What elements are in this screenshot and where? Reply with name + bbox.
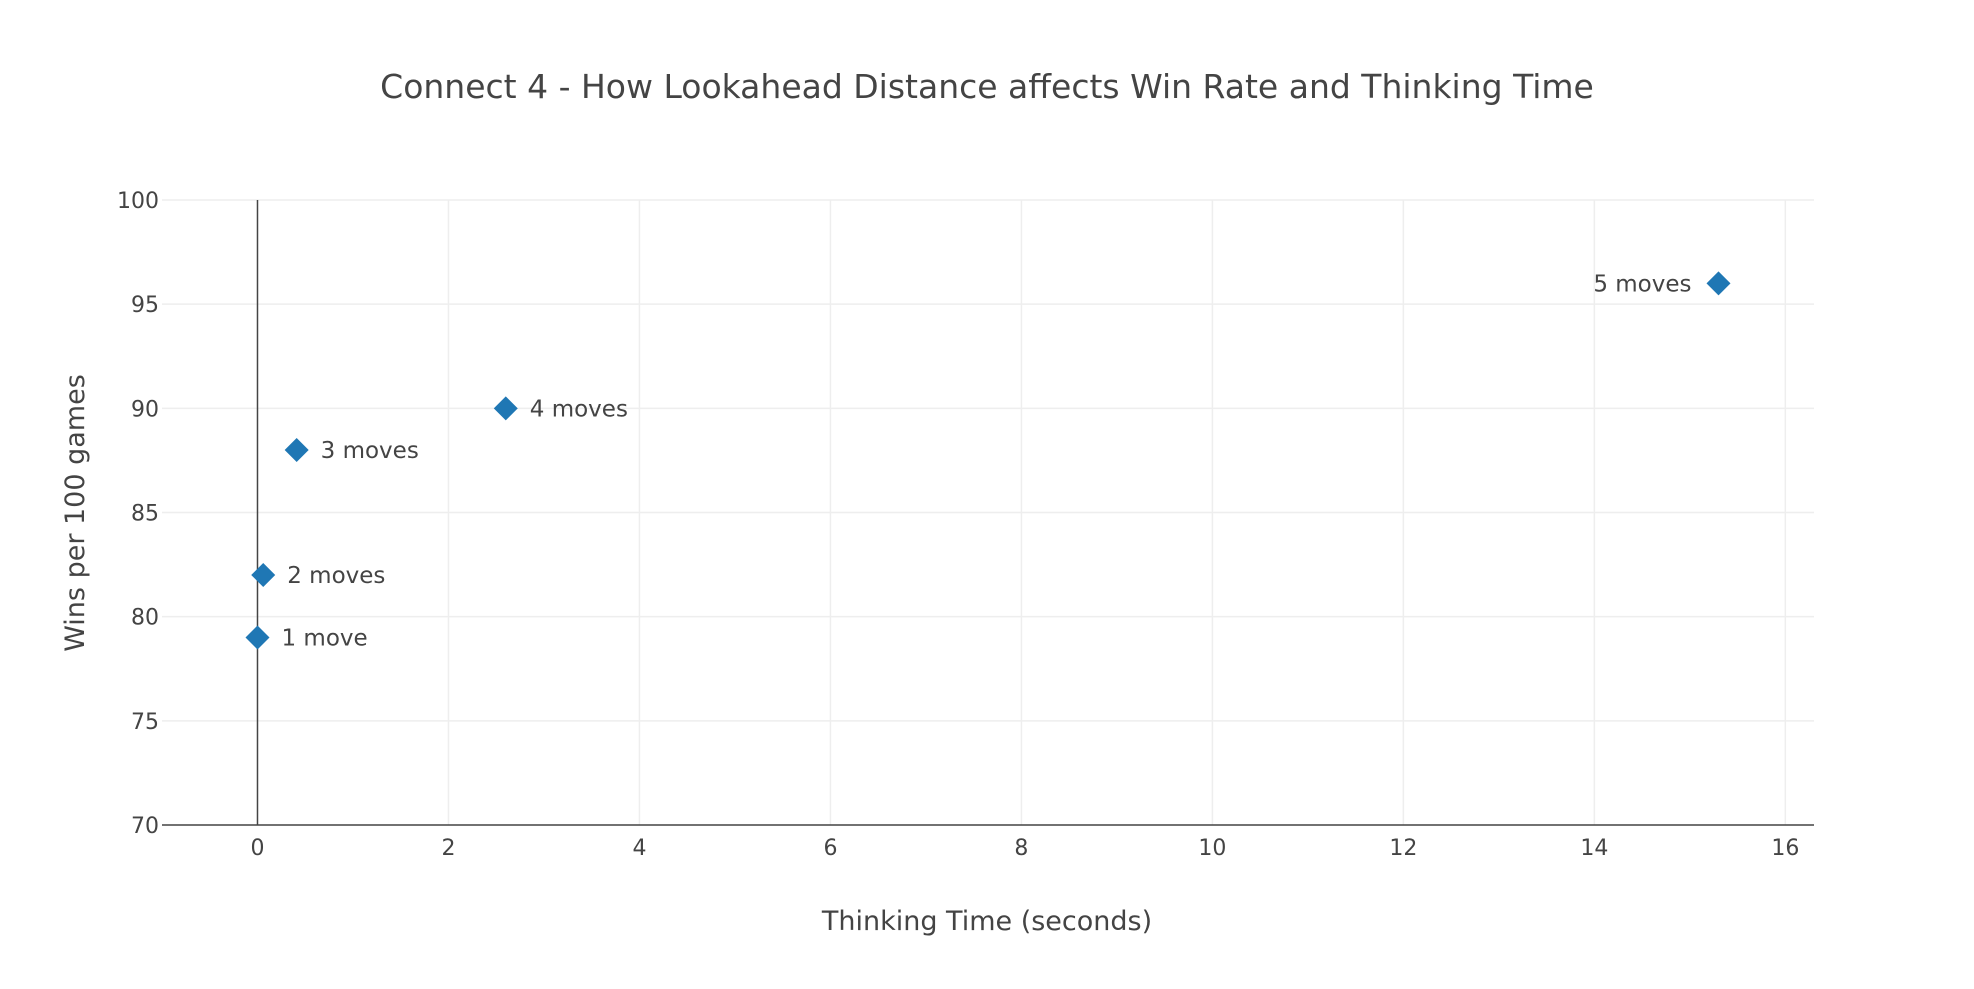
x-axis-title: Thinking Time (seconds) (821, 906, 1152, 937)
y-tick-label: 75 (131, 710, 159, 735)
gridlines (162, 199, 1814, 825)
x-tick-label: 2 (441, 836, 455, 861)
tick-labels: 0 2 4 6 8 10 12 14 16 70 75 80 85 90 95 100 (117, 189, 1799, 861)
data-point-label: 1 move (281, 626, 367, 652)
data-point-label: 5 moves (1593, 271, 1691, 297)
chart-title: Connect 4 - How Lookahead Distance affec… (380, 67, 1594, 106)
data-point-marker (493, 396, 518, 421)
x-tick-label: 16 (1771, 836, 1799, 861)
data-point-label: 2 moves (287, 563, 385, 589)
data-point-marker (284, 438, 309, 462)
x-tick-label: 0 (250, 836, 264, 861)
y-tick-label: 85 (131, 502, 159, 527)
axes (162, 200, 1814, 826)
y-tick-label: 80 (131, 606, 159, 631)
x-tick-label: 4 (632, 836, 646, 861)
y-tick-label: 95 (131, 293, 159, 318)
y-tick-label: 70 (131, 814, 159, 839)
data-points: 1 move 2 moves 3 moves 4 moves 5 moves (245, 271, 1731, 652)
data-point-marker (245, 625, 270, 650)
data-point-label: 3 moves (321, 438, 419, 464)
x-tick-label: 6 (823, 836, 837, 861)
data-point-marker (1706, 271, 1731, 296)
y-axis-title: Wins per 100 games (60, 374, 91, 652)
data-point-marker (251, 563, 276, 587)
data-point-label: 4 moves (530, 396, 628, 422)
y-tick-label: 100 (117, 189, 159, 214)
x-tick-label: 14 (1580, 836, 1608, 861)
x-tick-label: 10 (1198, 836, 1226, 861)
x-tick-label: 12 (1389, 836, 1417, 861)
y-tick-label: 90 (131, 397, 159, 422)
x-tick-label: 8 (1014, 836, 1028, 861)
